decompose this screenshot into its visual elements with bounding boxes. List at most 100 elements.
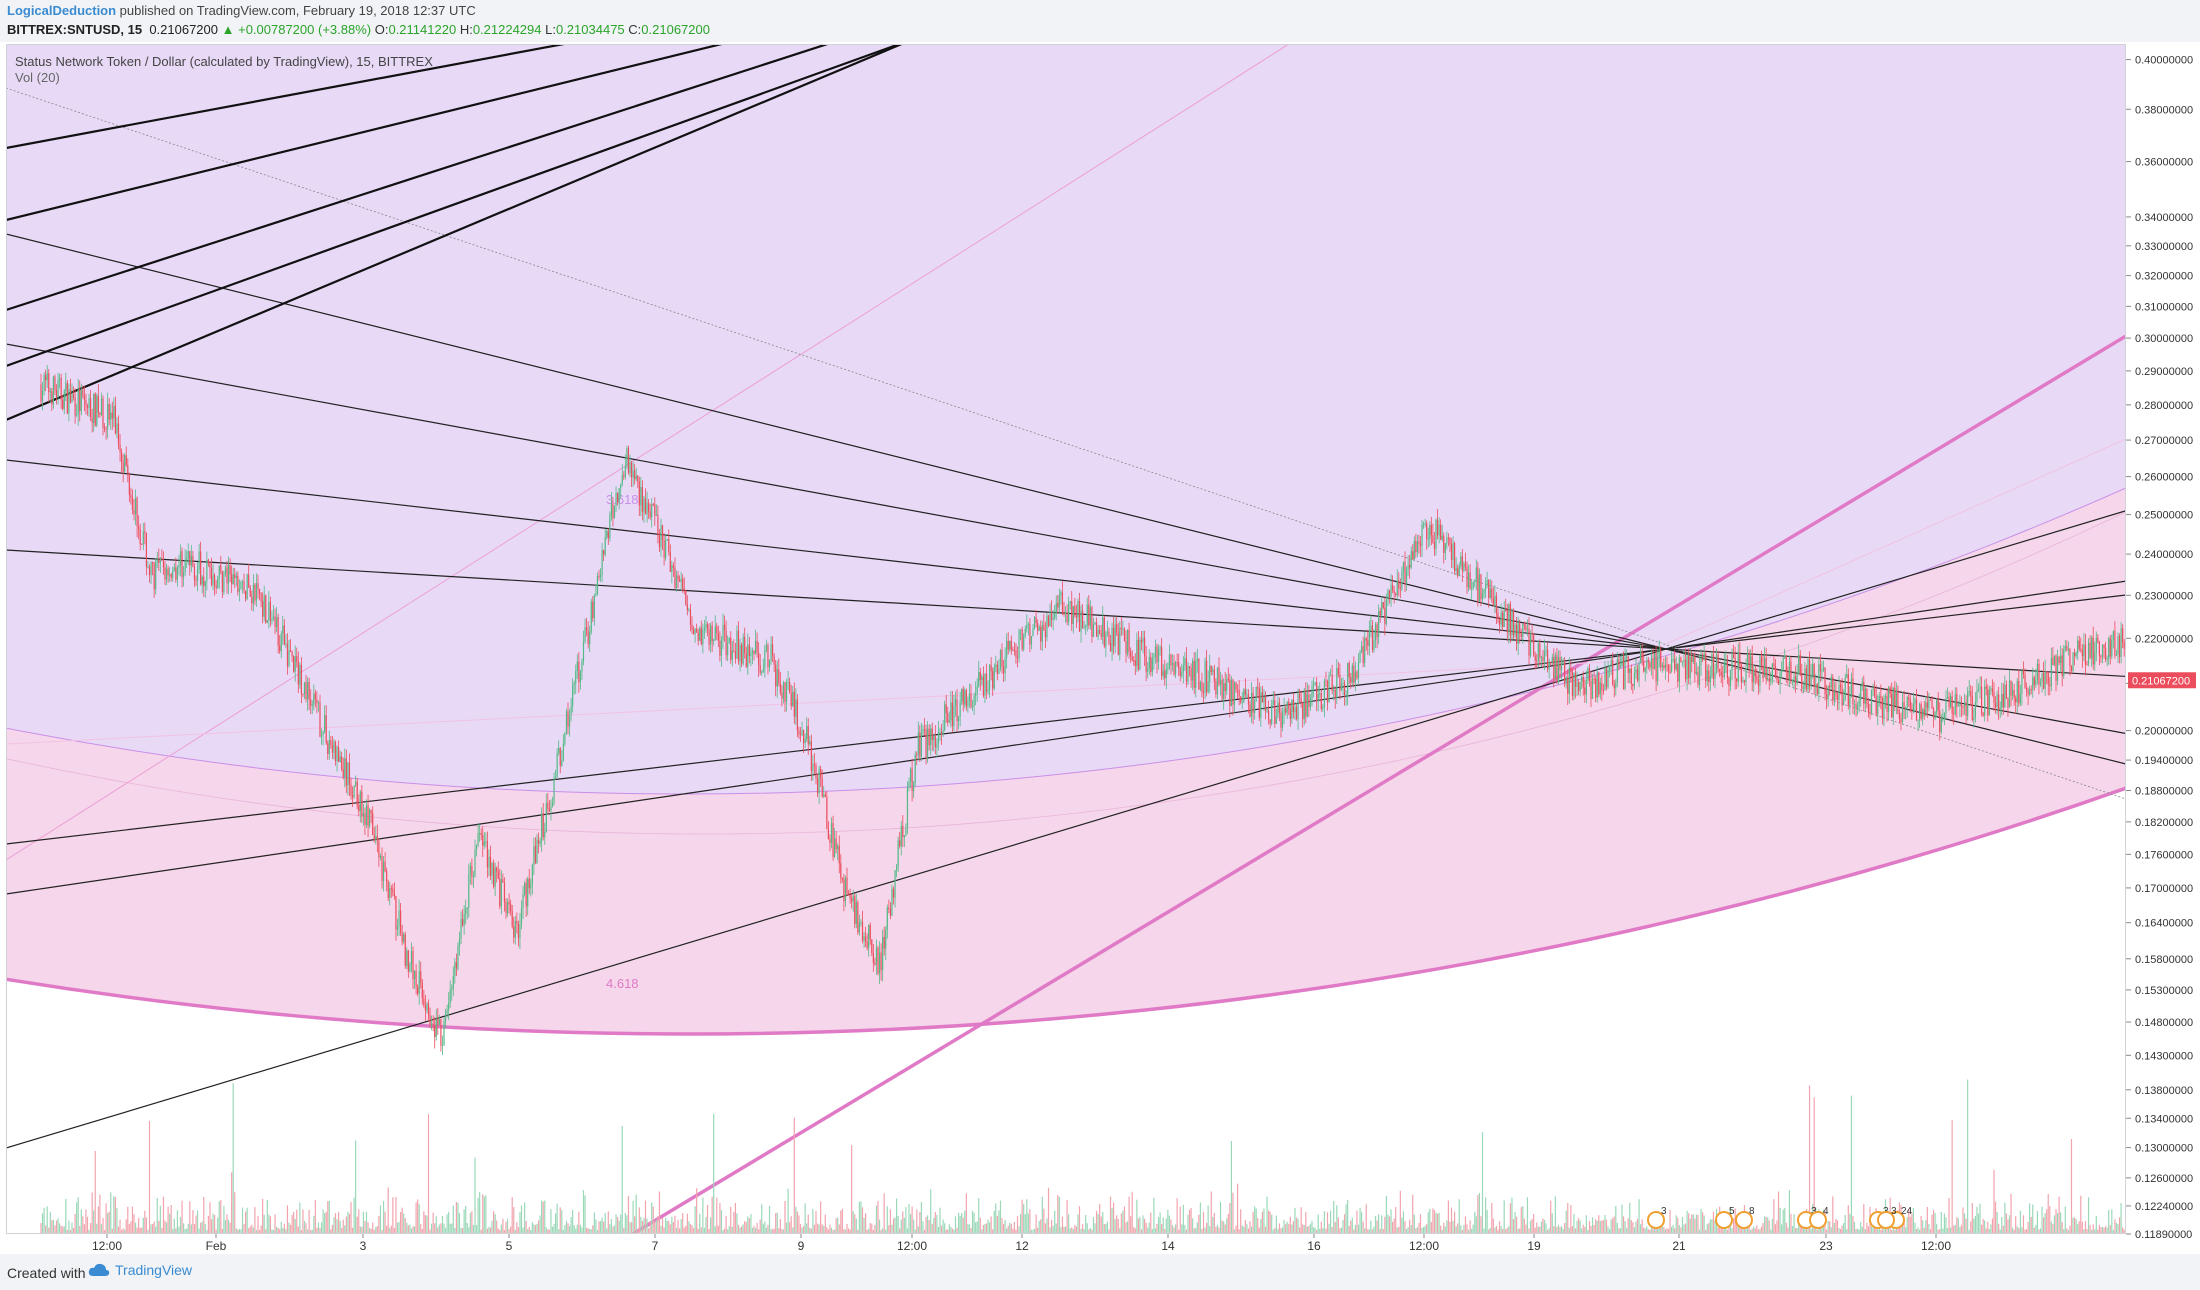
candle-body — [387, 882, 389, 898]
candle-body — [517, 924, 519, 939]
candle-body — [1581, 676, 1583, 682]
candle-body — [195, 579, 197, 581]
price-chart[interactable]: 3.6184.6183583432430.400000000.380000000… — [6, 44, 2200, 1254]
candle-body — [925, 729, 927, 757]
volume-bar — [688, 1221, 690, 1234]
volume-bar — [1675, 1215, 1677, 1234]
volume-bar — [809, 1228, 811, 1234]
candle-body — [308, 682, 310, 700]
volume-bar — [2067, 1229, 2069, 1234]
volume-bar — [2001, 1217, 2003, 1234]
candle-body — [999, 650, 1002, 669]
volume-bar — [682, 1213, 684, 1234]
volume-bar — [1936, 1223, 1938, 1234]
volume-bar — [1607, 1226, 1609, 1234]
volume-bar — [206, 1229, 208, 1234]
chart-area[interactable]: 3.6184.6183583432430.400000000.380000000… — [6, 44, 2200, 1254]
candle-body — [1974, 702, 1976, 718]
candle-body — [568, 715, 571, 727]
volume-bar — [936, 1214, 938, 1234]
volume-bar — [1739, 1227, 1741, 1234]
candle-body — [1830, 677, 1832, 688]
candle-body — [1475, 567, 1477, 582]
volume-bar — [255, 1229, 258, 1234]
candle-body — [816, 778, 819, 794]
volume-bar — [892, 1218, 895, 1234]
volume-bar — [1285, 1224, 1287, 1234]
volume-bar — [94, 1150, 96, 1234]
candle-body — [474, 849, 476, 877]
volume-bar — [885, 1229, 887, 1234]
volume-bar — [2029, 1203, 2031, 1234]
volume-bar — [1333, 1201, 1335, 1234]
volume-bar — [142, 1217, 144, 1234]
candle-body — [970, 693, 972, 707]
candle-body — [1945, 698, 1947, 714]
volume-bar — [1587, 1229, 1589, 1234]
volume-bar — [851, 1145, 853, 1234]
volume-bar — [1325, 1228, 1327, 1234]
candle-body — [668, 539, 670, 552]
volume-bar — [480, 1229, 482, 1234]
candle-body — [1559, 657, 1561, 670]
candle-body — [457, 945, 459, 969]
candle-body — [1481, 593, 1484, 600]
candle-body — [1847, 674, 1849, 706]
volume-bar — [1291, 1224, 1293, 1234]
volume-bar — [1784, 1207, 1786, 1234]
candle-body — [651, 504, 653, 518]
candle-body — [1815, 684, 1817, 688]
volume-bar — [232, 1083, 234, 1234]
volume-bar — [843, 1229, 845, 1234]
volume-bar — [1547, 1229, 1549, 1234]
candle-body — [1855, 704, 1857, 709]
volume-bar — [525, 1220, 527, 1234]
fib-label-4618: 4.618 — [606, 976, 639, 991]
author-link[interactable]: LogicalDeduction — [7, 3, 117, 18]
volume-bar — [1787, 1227, 1789, 1234]
volume-bar — [520, 1205, 523, 1234]
volume-bar — [778, 1228, 780, 1234]
volume-bar — [1409, 1219, 1411, 1234]
volume-bar — [723, 1228, 726, 1234]
volume-bar — [598, 1221, 600, 1234]
candle-body — [1447, 537, 1449, 539]
volume-bar — [153, 1221, 155, 1234]
candle-body — [1736, 678, 1738, 682]
candle-body — [2156, 619, 2157, 627]
volume-bar — [1610, 1219, 1612, 1234]
volume-bar — [1283, 1219, 1285, 1234]
volume-bar — [727, 1229, 729, 1234]
candle-body — [1495, 595, 1498, 614]
candle-body — [316, 699, 318, 704]
candle-body — [493, 863, 495, 887]
volume-bar — [883, 1193, 885, 1234]
volume-bar — [624, 1213, 626, 1234]
candle-body — [65, 382, 67, 391]
volume-bar — [472, 1225, 475, 1234]
candle-body — [1328, 675, 1330, 703]
volume-bar — [421, 1228, 423, 1234]
candle-body — [152, 561, 154, 564]
volume-bar — [511, 1197, 513, 1234]
candle-body — [1347, 663, 1349, 695]
candle-body — [2083, 644, 2085, 657]
candle-body — [913, 782, 915, 792]
volume-bar — [245, 1211, 247, 1234]
candle-body — [1452, 543, 1454, 561]
candle-body — [1192, 660, 1194, 681]
volume-bar — [1326, 1212, 1329, 1234]
candle-body — [328, 739, 330, 754]
volume-bar — [1438, 1212, 1440, 1234]
candle-body — [1688, 655, 1690, 679]
candle-body — [939, 731, 941, 733]
volume-bar — [852, 1211, 854, 1234]
candle-body — [669, 551, 671, 572]
candle-body — [1619, 666, 1622, 668]
candle-body — [865, 936, 867, 942]
candle-body — [506, 901, 509, 914]
candle-body — [510, 904, 512, 912]
volume-bar — [2030, 1216, 2032, 1234]
candle-body — [1996, 694, 1998, 708]
volume-bar — [437, 1227, 439, 1234]
